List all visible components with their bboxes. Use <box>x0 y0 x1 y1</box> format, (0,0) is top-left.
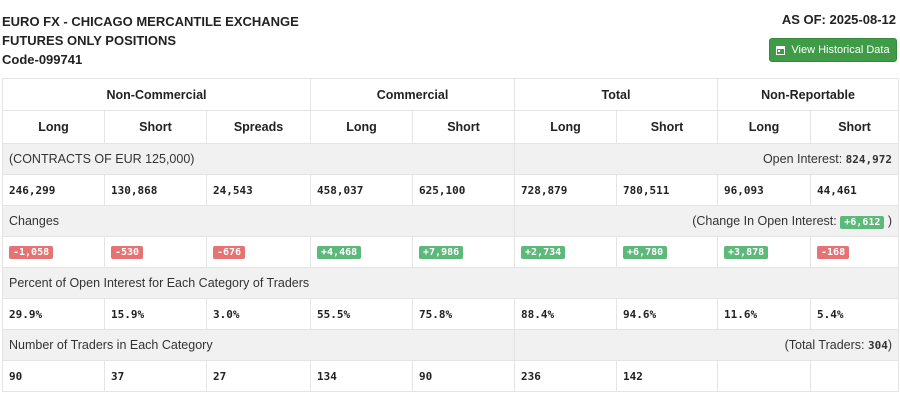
percent-label: Percent of Open Interest for Each Catego… <box>1 267 900 299</box>
table-cell: 3.0% <box>205 298 312 330</box>
changes-label: Changes <box>1 205 516 237</box>
change-badge: +2,734 <box>521 246 566 259</box>
change-badge: -1,058 <box>9 246 54 259</box>
table-cell: 27 <box>205 360 312 392</box>
group-non-commercial: Non-Commercial <box>1 78 312 111</box>
open-interest: Open Interest: 824,972 <box>514 143 900 175</box>
table-cell: -676 <box>205 236 312 268</box>
table-cell: 625,100 <box>412 174 516 206</box>
oi-change-label: (Change In Open Interest: <box>692 213 837 228</box>
sub-header-row: Long Short Spreads Long Short Long Short… <box>2 110 900 144</box>
table-cell: +2,734 <box>514 236 618 268</box>
changes-values-row: -1,058 -530 -676 +4,468 +7,986 +2,734 +6… <box>2 236 900 268</box>
table-cell: 44,461 <box>810 174 900 206</box>
table-cell: +4,468 <box>310 236 414 268</box>
table-cell <box>717 360 812 392</box>
table-cell: 130,868 <box>104 174 207 206</box>
table-cell: 11.6% <box>717 298 812 330</box>
table-cell: 134 <box>310 360 414 392</box>
group-commercial: Commercial <box>310 78 516 111</box>
change-badge: -676 <box>213 246 246 259</box>
table-cell: +3,878 <box>717 236 812 268</box>
table-cell: 728,879 <box>514 174 618 206</box>
table-cell: 246,299 <box>2 174 105 206</box>
table-cell: 24,543 <box>205 174 312 206</box>
table-cell: 90 <box>412 360 516 392</box>
table-cell: 5.4% <box>810 298 900 330</box>
table-cell: 96,093 <box>717 174 812 206</box>
report-title: EURO FX - CHICAGO MERCANTILE EXCHANGE FU… <box>2 12 299 69</box>
contract-code: Code-099741 <box>2 52 83 67</box>
table-cell: +6,780 <box>616 236 719 268</box>
view-historical-data-label: View Historical Data <box>791 44 890 56</box>
total-traders-close: ) <box>887 338 893 352</box>
view-historical-data-button[interactable]: View Historical Data <box>769 38 897 62</box>
oi-change-close: ) <box>887 213 893 228</box>
col-header: Long <box>2 110 105 144</box>
as-of-date: AS OF: 2025-08-12 <box>781 12 896 27</box>
oi-change-badge: +6,612 <box>840 215 885 229</box>
calendar-icon <box>776 45 786 55</box>
table-cell: 458,037 <box>310 174 414 206</box>
change-badge: -530 <box>111 246 144 259</box>
cot-table: Non-Commercial Commercial Total Non-Repo… <box>1 78 900 392</box>
col-header: Short <box>616 110 719 144</box>
col-header: Short <box>412 110 516 144</box>
table-cell: -168 <box>810 236 900 268</box>
title-line-2: FUTURES ONLY POSITIONS <box>2 33 177 48</box>
open-interest-change: (Change In Open Interest: +6,612 ) <box>514 205 900 237</box>
traders-section-row: Number of Traders in Each Category (Tota… <box>1 329 900 361</box>
table-cell: 236 <box>514 360 618 392</box>
total-traders: (Total Traders: 304) <box>514 329 900 361</box>
col-header: Short <box>104 110 207 144</box>
table-cell: -1,058 <box>2 236 105 268</box>
col-header: Spreads <box>205 110 312 144</box>
table-cell: +7,986 <box>412 236 516 268</box>
change-badge: +6,780 <box>623 246 668 259</box>
col-header: Short <box>810 110 900 144</box>
traders-values-row: 90 37 27 134 90 236 142 <box>2 360 900 392</box>
table-cell: 15.9% <box>104 298 207 330</box>
contracts-section-row: (CONTRACTS OF EUR 125,000) Open Interest… <box>1 143 900 175</box>
table-cell: 90 <box>2 360 105 392</box>
change-badge: +4,468 <box>317 246 362 259</box>
table-cell: 88.4% <box>514 298 618 330</box>
group-non-reportable: Non-Reportable <box>717 78 900 111</box>
table-cell: 780,511 <box>616 174 719 206</box>
percent-section-row: Percent of Open Interest for Each Catego… <box>1 267 900 299</box>
table-cell: 29.9% <box>2 298 105 330</box>
table-cell: 75.8% <box>412 298 516 330</box>
group-total: Total <box>514 78 719 111</box>
col-header: Long <box>514 110 618 144</box>
traders-label: Number of Traders in Each Category <box>1 329 516 361</box>
open-interest-value: 824,972 <box>845 153 893 166</box>
col-header: Long <box>717 110 812 144</box>
open-interest-label: Open Interest: <box>762 152 843 166</box>
group-header-row: Non-Commercial Commercial Total Non-Repo… <box>1 78 900 111</box>
change-badge: +7,986 <box>419 246 464 259</box>
contracts-label: (CONTRACTS OF EUR 125,000) <box>1 143 516 175</box>
table-cell: 55.5% <box>310 298 414 330</box>
change-badge: +3,878 <box>724 246 769 259</box>
change-badge: -168 <box>817 246 850 259</box>
title-line-1: EURO FX - CHICAGO MERCANTILE EXCHANGE <box>2 14 299 29</box>
table-cell <box>810 360 900 392</box>
col-header: Long <box>310 110 414 144</box>
table-cell: -530 <box>104 236 207 268</box>
table-cell: 94.6% <box>616 298 719 330</box>
percent-values-row: 29.9% 15.9% 3.0% 55.5% 75.8% 88.4% 94.6%… <box>2 298 900 330</box>
table-cell: 37 <box>104 360 207 392</box>
changes-section-row: Changes (Change In Open Interest: +6,612… <box>1 205 900 237</box>
total-traders-value: 304 <box>867 339 888 352</box>
report-header: EURO FX - CHICAGO MERCANTILE EXCHANGE FU… <box>0 0 900 78</box>
total-traders-label: (Total Traders: <box>784 338 865 352</box>
table-cell: 142 <box>616 360 719 392</box>
contracts-values-row: 246,299 130,868 24,543 458,037 625,100 7… <box>2 174 900 206</box>
